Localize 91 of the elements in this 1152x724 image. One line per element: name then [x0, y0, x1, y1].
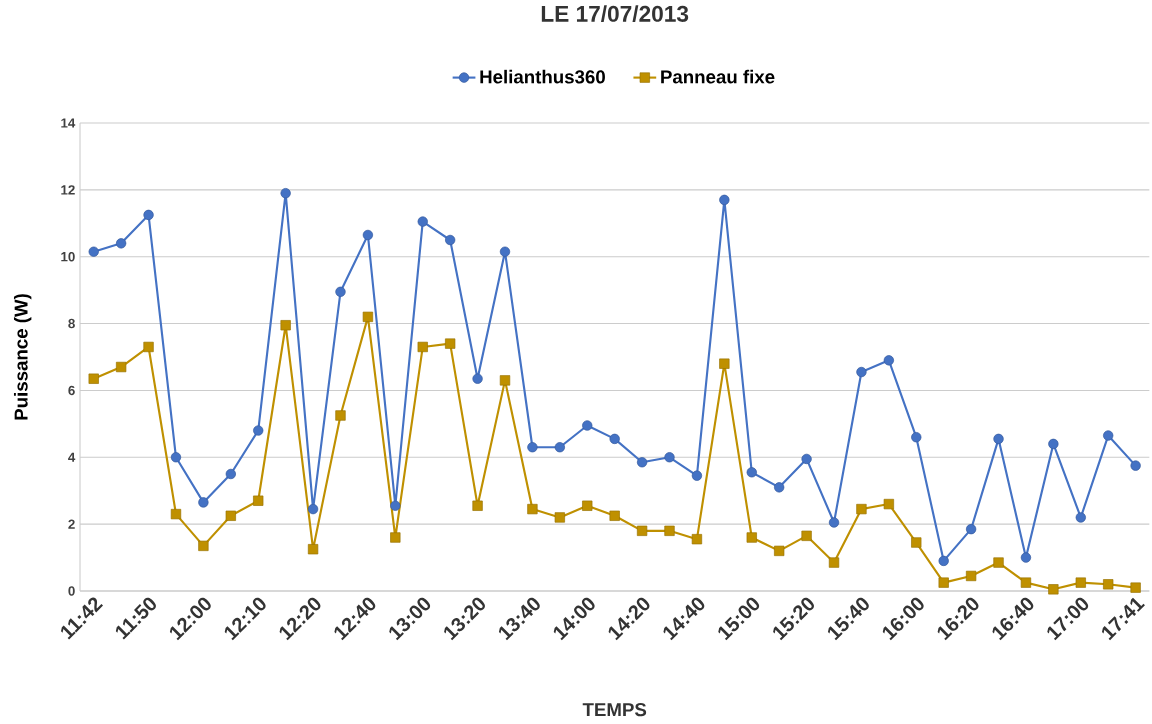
point [965, 524, 977, 535]
y-tick-label: 6 [68, 385, 75, 396]
y-tick-label: 10 [61, 251, 75, 262]
point [691, 470, 703, 481]
point [911, 432, 922, 443]
y-tick-label: 14 [61, 118, 76, 128]
point [719, 194, 730, 206]
point [883, 498, 894, 510]
point [582, 500, 593, 511]
point [1048, 584, 1059, 595]
point [445, 338, 456, 349]
point [417, 216, 428, 227]
point [225, 510, 236, 521]
point [691, 534, 703, 545]
point [116, 361, 127, 373]
point [445, 234, 456, 246]
point [746, 467, 757, 478]
point [253, 495, 264, 506]
point [554, 512, 565, 523]
point [856, 366, 867, 378]
point [116, 238, 127, 249]
point [609, 433, 620, 445]
point [1020, 552, 1032, 563]
y-tick-label: 12 [61, 185, 75, 195]
point [472, 373, 483, 384]
point [938, 555, 949, 567]
point [993, 433, 1004, 445]
point [170, 508, 182, 520]
y-axis-title: Puissance (W) [13, 294, 32, 420]
x-axis-title: TEMPS [582, 703, 647, 717]
point [856, 503, 867, 515]
point [225, 468, 236, 480]
point [335, 410, 346, 421]
point [1103, 579, 1114, 590]
point [499, 375, 511, 386]
point [527, 442, 538, 453]
point [1075, 577, 1086, 588]
point [1103, 430, 1114, 441]
chart-title: LE 17/07/2013 [541, 5, 689, 23]
y-tick-label: 8 [68, 318, 75, 329]
point [170, 452, 182, 463]
point [883, 355, 894, 366]
point [362, 229, 374, 241]
point [938, 577, 949, 588]
point [664, 525, 675, 536]
point [801, 530, 812, 541]
point [527, 503, 538, 515]
point [636, 525, 648, 536]
point [801, 453, 812, 465]
point [390, 500, 401, 511]
point [88, 373, 99, 384]
point [253, 425, 264, 436]
point [499, 246, 511, 257]
point [1075, 512, 1086, 523]
point [582, 420, 593, 431]
point [965, 570, 977, 582]
y-tick-label: 4 [68, 452, 76, 462]
point [664, 452, 675, 463]
point [1020, 577, 1032, 588]
point [335, 286, 346, 297]
point [143, 341, 154, 353]
point [472, 500, 483, 511]
y-tick-label: 2 [68, 519, 75, 529]
point [1130, 460, 1141, 471]
point [774, 482, 785, 493]
point [636, 457, 648, 468]
legend-label: Helianthus360 [480, 69, 605, 84]
y-tick-label: 0 [68, 586, 75, 596]
point [280, 320, 291, 331]
point [554, 442, 565, 453]
point [828, 557, 840, 568]
point [911, 537, 922, 548]
point [198, 497, 209, 508]
point [307, 503, 319, 515]
legend-label: Panneau fixe [661, 69, 775, 84]
point [88, 246, 99, 257]
point [280, 188, 291, 199]
point [417, 341, 428, 353]
point [828, 517, 840, 528]
point [1130, 582, 1141, 593]
point [390, 532, 401, 543]
point [609, 510, 620, 521]
point [198, 540, 209, 551]
point [1048, 438, 1059, 450]
point [362, 311, 374, 323]
point [746, 532, 757, 543]
point [719, 358, 730, 369]
point [774, 545, 785, 557]
point [143, 209, 154, 221]
point [993, 557, 1004, 568]
point [307, 544, 319, 555]
